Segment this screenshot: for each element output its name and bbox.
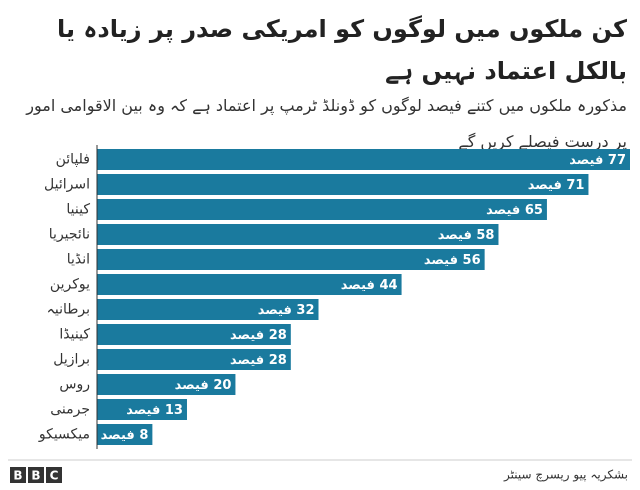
bar bbox=[97, 374, 236, 395]
value-label: 44 فیصد bbox=[341, 278, 398, 293]
chart-title: کن ملکوں میں لوگوں کو امریکی صدر پر زیاد… bbox=[56, 15, 627, 85]
y-tick-label: نائجیریا bbox=[49, 227, 90, 243]
logo-letter: B bbox=[31, 469, 40, 483]
y-tick-label: برازیل bbox=[53, 352, 90, 368]
value-label: 77 فیصد bbox=[569, 153, 626, 168]
bar bbox=[97, 199, 547, 220]
y-tick-label: اسرائیل bbox=[44, 177, 90, 193]
y-tick-label: انڈیا bbox=[67, 252, 90, 268]
bar bbox=[97, 349, 291, 370]
value-label: 32 فیصد bbox=[258, 303, 315, 318]
y-tick-label: میکسیکو bbox=[38, 427, 90, 443]
bar bbox=[97, 299, 319, 320]
y-tick-label: کینیا bbox=[66, 202, 90, 218]
y-tick-label: روس bbox=[59, 377, 90, 393]
chart-subtitle: مذکورہ ملکوں میں کتنے فیصد لوگوں کو ڈونل… bbox=[26, 96, 627, 151]
bar bbox=[97, 324, 291, 345]
value-label: 56 فیصد bbox=[424, 253, 481, 268]
bar bbox=[97, 224, 499, 245]
y-tick-label: جرمنی bbox=[50, 402, 90, 418]
bar bbox=[97, 149, 630, 170]
value-label: 28 فیصد bbox=[230, 353, 287, 368]
value-label: 13 فیصد bbox=[126, 403, 183, 418]
bar bbox=[97, 249, 485, 270]
y-tick-label: کینیڈا bbox=[59, 327, 90, 343]
logo-box bbox=[46, 467, 62, 483]
value-label: 65 فیصد bbox=[486, 203, 543, 218]
logo-box bbox=[10, 467, 26, 483]
value-label: 28 فیصد bbox=[230, 328, 287, 343]
bar bbox=[97, 399, 187, 420]
bar bbox=[97, 424, 153, 445]
value-label: 20 فیصد bbox=[175, 378, 232, 393]
bar bbox=[97, 174, 589, 195]
y-tick-label: فلپائن bbox=[56, 152, 90, 168]
source: بشکریہ پیو ریسرچ سینٹر bbox=[503, 468, 628, 483]
logo-letter: C bbox=[50, 469, 59, 483]
value-label: 71 فیصد bbox=[528, 178, 585, 193]
value-label: 58 فیصد bbox=[438, 228, 495, 243]
y-tick-label: برطانیہ bbox=[47, 302, 90, 318]
y-tick-label: یوکرین bbox=[50, 277, 90, 293]
logo-box bbox=[28, 467, 44, 483]
logo-letter: B bbox=[13, 469, 22, 483]
bar bbox=[97, 274, 402, 295]
value-label: 8 فیصد bbox=[101, 428, 149, 443]
